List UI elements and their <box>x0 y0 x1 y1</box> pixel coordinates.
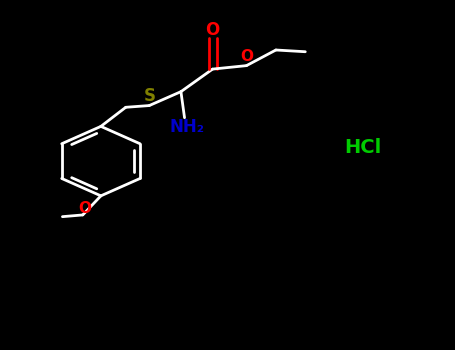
Text: NH₂: NH₂ <box>169 118 204 136</box>
Text: O: O <box>79 201 91 216</box>
Text: O: O <box>206 21 220 39</box>
Text: S: S <box>143 87 155 105</box>
Text: O: O <box>240 49 253 64</box>
Text: HCl: HCl <box>344 138 382 157</box>
